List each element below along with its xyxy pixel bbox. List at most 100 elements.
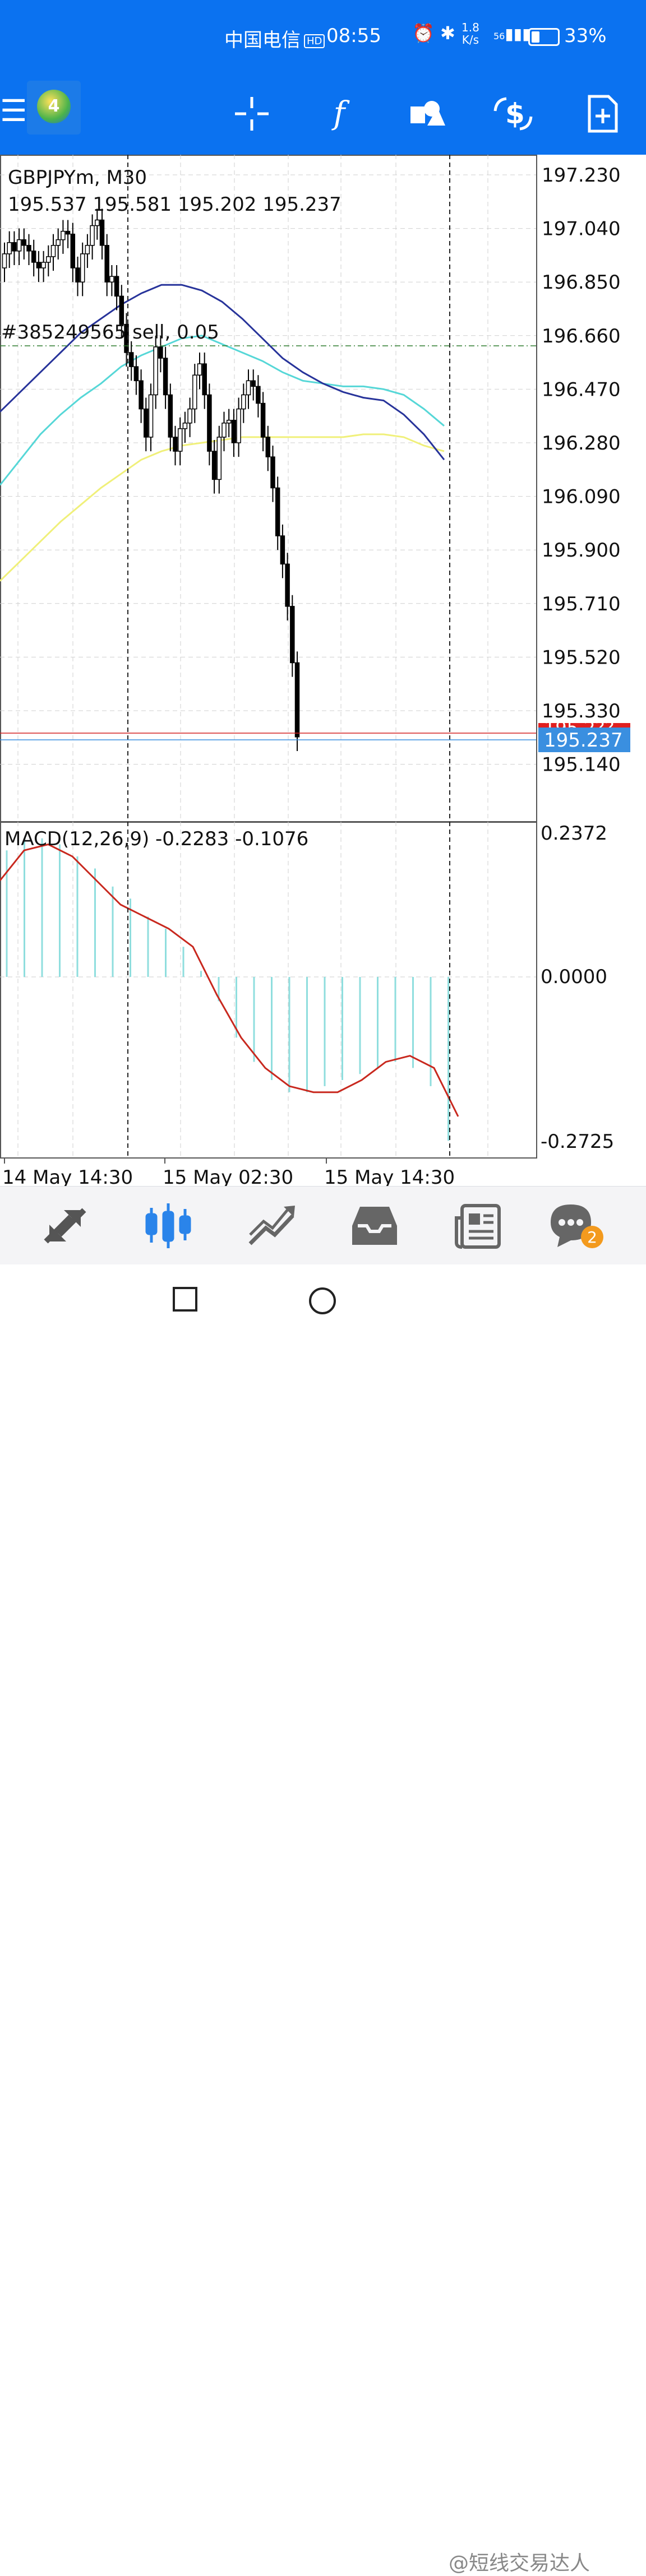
candle-body <box>211 451 217 480</box>
chart-svg[interactable]: GBPJPYm, M30 195.537 195.581 195.202 195… <box>0 155 646 1189</box>
order-label[interactable]: #385249565 sell, 0.05 <box>1 321 219 344</box>
candle-body <box>207 394 212 452</box>
candle-body <box>46 256 51 263</box>
objects-icon[interactable] <box>402 89 452 139</box>
candle-body <box>139 380 144 410</box>
price-tick-label: 195.710 <box>542 593 621 615</box>
hd-badge: HD <box>304 34 325 48</box>
news-icon[interactable] <box>450 1198 506 1254</box>
candle-body <box>163 358 168 396</box>
candle-body <box>128 352 134 367</box>
home-button[interactable] <box>308 1287 336 1317</box>
candle-body <box>294 662 300 738</box>
history-icon[interactable] <box>347 1198 403 1254</box>
candle-body <box>104 245 109 282</box>
clock: 08:55 <box>326 25 381 47</box>
recents-button[interactable] <box>173 1287 197 1314</box>
price-tick-label: 196.470 <box>542 378 621 401</box>
candle-body <box>275 487 280 536</box>
mt4-logo-icon[interactable]: 4 <box>27 81 81 135</box>
battery-icon <box>528 28 560 46</box>
macd-tick-label: 0.2372 <box>541 822 607 845</box>
price-tick-label: 195.330 <box>542 700 621 722</box>
candle-body <box>285 563 290 607</box>
candle-body <box>177 428 183 452</box>
candle-body <box>192 374 197 410</box>
candle-body <box>114 276 119 297</box>
candle-body <box>90 225 95 246</box>
chart-icon[interactable] <box>140 1198 196 1254</box>
candle-body <box>246 380 251 396</box>
candle-body <box>109 276 114 282</box>
candle-body <box>222 423 227 438</box>
candle-body <box>21 239 27 246</box>
price-tick-label: 195.900 <box>542 539 621 562</box>
price-tick-label: 197.040 <box>542 218 621 240</box>
price-tick-label: 196.660 <box>542 325 621 348</box>
candle-body <box>202 363 207 396</box>
messages-icon[interactable]: 2 <box>545 1198 603 1254</box>
candle-body <box>16 239 22 252</box>
ma-mid-line <box>0 335 445 486</box>
candle-body <box>148 394 154 438</box>
ohlc-label: 195.537 195.581 195.202 195.237 <box>8 193 342 216</box>
candle-body <box>173 437 178 452</box>
system-navigation: @短线交易达人 <box>0 1264 646 2575</box>
macd-plot-border <box>0 821 537 1159</box>
candle-body <box>158 346 163 359</box>
candle-body <box>187 408 192 424</box>
price-tick-label: 197.230 <box>542 164 621 187</box>
macd-scale: 0.2372 0.0000 -0.2725 <box>541 822 614 1153</box>
candle-body <box>36 262 41 268</box>
trade-icon[interactable] <box>243 1198 299 1254</box>
candle-body <box>85 245 90 254</box>
candle-body <box>241 394 246 410</box>
quotes-icon[interactable] <box>37 1198 93 1254</box>
trade-icon[interactable]: $ <box>488 89 538 139</box>
candle-body <box>56 239 61 246</box>
menu-icon[interactable]: ☰ <box>0 93 27 128</box>
ma-slow-line <box>0 433 445 582</box>
price-scale: 197.230 197.040 196.850 196.660 196.470 196.2… <box>542 164 621 776</box>
candle-body <box>280 535 285 565</box>
macd-signal-line <box>0 843 459 1117</box>
ma-fast-line <box>0 284 445 461</box>
candle-body <box>182 423 188 429</box>
candle-body <box>270 456 275 489</box>
indicators-icon[interactable]: f <box>333 95 345 132</box>
candle-body <box>7 242 12 254</box>
price-tick-label: 196.090 <box>542 486 621 508</box>
candle-body <box>99 219 105 246</box>
price-tick-label: 196.280 <box>542 432 621 455</box>
candle-body <box>168 394 173 438</box>
bid-price-tag <box>538 728 630 752</box>
candle-body <box>256 386 261 404</box>
bid-price-label: 195.237 <box>544 729 623 752</box>
moving-averages <box>0 284 445 582</box>
alarm-bluetooth-icons: ⏰ ✱ <box>412 22 455 44</box>
new-order-icon[interactable] <box>578 89 628 139</box>
crosshair-icon[interactable] <box>227 89 277 139</box>
macd-tick-label: 0.0000 <box>541 966 607 988</box>
svg-text:$: $ <box>505 98 525 130</box>
symbol-label: GBPJPYm, M30 <box>8 166 147 189</box>
candle-body <box>260 402 266 438</box>
time-tick-label: 14 May 14:30 <box>2 1166 133 1186</box>
grid <box>0 155 536 1158</box>
messages-badge: 2 <box>587 1228 597 1247</box>
battery-percent: 33% <box>564 25 607 47</box>
candle-body <box>119 295 124 325</box>
candle-body <box>75 267 80 282</box>
candle-body <box>41 262 46 268</box>
carrier-name: 中国电信 HD <box>224 25 325 52</box>
candle-body <box>61 230 66 240</box>
candle-body <box>144 408 149 438</box>
candle-body <box>133 366 139 382</box>
signal-icon: 56▮▮▮ <box>493 25 531 43</box>
candle-body <box>265 437 271 457</box>
candle-body <box>70 233 76 268</box>
candle-body <box>12 242 17 252</box>
candle-body <box>251 380 256 387</box>
macd-tick-label: -0.2725 <box>541 1131 614 1153</box>
chart-area[interactable]: GBPJPYm, M30 195.537 195.581 195.202 195… <box>0 155 646 1189</box>
